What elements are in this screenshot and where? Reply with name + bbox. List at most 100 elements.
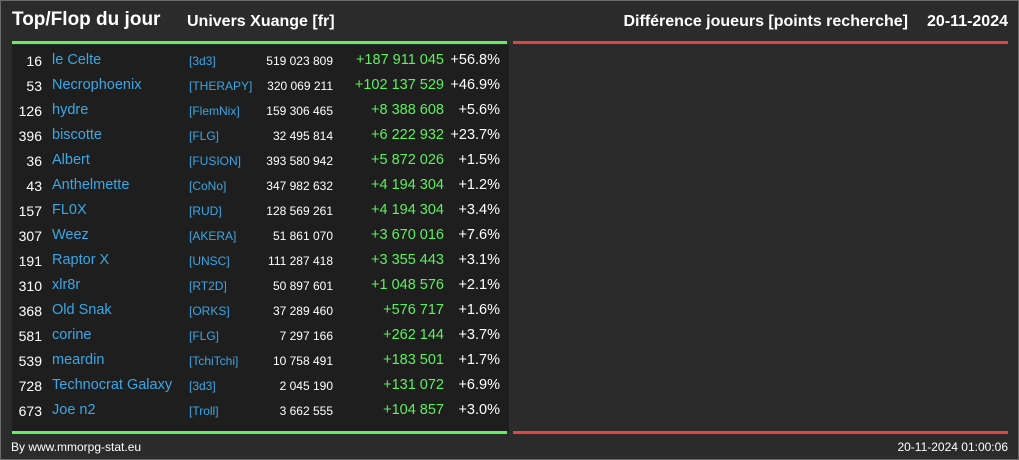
table-row[interactable]: 581 corine [FLG] 7 297 166 +262 144 +3.7… [12,323,509,348]
top-loss-divider [513,41,1008,44]
alliance-link[interactable]: [FlemNix] [189,104,240,118]
table-row[interactable]: 157 FL0X [RUD] 128 569 261 +4 194 304 +3… [12,198,509,223]
top-losers-panel [513,45,1008,431]
table-row[interactable]: 36 Albert [FUSION] 393 580 942 +5 872 02… [12,148,509,173]
table-row[interactable]: 307 Weez [AKERA] 51 861 070 +3 670 016 +… [12,223,509,248]
percent-cell: +3.4% [458,202,500,218]
alliance-link[interactable]: [UNSC] [189,254,230,268]
player-name-link[interactable]: biscotte [52,127,102,143]
alliance-link[interactable]: [CoNo] [189,179,227,193]
points-cell: 10 758 491 [272,354,333,368]
rank-cell: 310 [18,278,42,294]
player-name-link[interactable]: Necrophoenix [52,77,142,93]
player-name-link[interactable]: xlr8r [52,277,81,293]
percent-cell: +6.9% [458,377,500,393]
table-row[interactable]: 396 biscotte [FLG] 32 495 814 +6 222 932… [12,123,509,148]
percent-cell: +3.1% [458,252,500,268]
table-row[interactable]: 368 Old Snak [ORKS] 37 289 460 +576 717 … [12,298,509,323]
player-name-link[interactable]: meardin [52,352,105,368]
header: Top/Flop du jour Univers Xuange [fr] Dif… [1,1,1018,41]
player-name-link[interactable]: Weez [52,227,89,243]
difference-cell: +131 072 [383,377,444,393]
player-name-link[interactable]: Albert [52,152,90,168]
table-row[interactable]: 191 Raptor X [UNSC] 111 287 418 +3 355 4… [12,248,509,273]
points-cell: 37 289 460 [272,304,333,318]
alliance-link[interactable]: [3d3] [189,54,216,68]
rank-cell: 673 [18,403,42,419]
points-cell: 347 982 632 [266,179,333,193]
player-name-link[interactable]: Technocrat Galaxy [52,377,173,393]
player-name-link[interactable]: le Celte [52,52,102,68]
alliance-link[interactable]: [THERAPY] [189,79,253,93]
difference-cell: +102 137 529 [354,77,444,93]
table-row[interactable]: 43 Anthelmette [CoNo] 347 982 632 +4 194… [12,173,509,198]
alliance-link[interactable]: [Troll] [189,404,219,418]
alliance-link[interactable]: [RUD] [189,204,222,218]
percent-cell: +1.6% [458,302,500,318]
difference-cell: +104 857 [383,402,444,418]
difference-cell: +8 388 608 [371,102,444,118]
table-row[interactable]: 16 le Celte [3d3] 519 023 809 +187 911 0… [12,48,509,73]
table-row[interactable]: 728 Technocrat Galaxy [3d3] 2 045 190 +1… [12,373,509,398]
rank-cell: 36 [26,153,42,169]
percent-cell: +5.6% [458,102,500,118]
alliance-link[interactable]: [FLG] [189,329,220,343]
alliance-link[interactable]: [ORKS] [189,304,230,318]
rank-cell: 16 [26,53,42,69]
difference-cell: +6 222 932 [371,127,444,143]
difference-cell: +576 717 [383,302,444,318]
top-gainers-panel: 16 le Celte [3d3] 519 023 809 +187 911 0… [12,45,509,431]
bottom-loss-divider [513,431,1008,434]
table-row[interactable]: 126 hydre [FlemNix] 159 306 465 +8 388 6… [12,98,509,123]
points-cell: 111 287 418 [268,254,333,268]
percent-cell: +46.9% [450,77,500,93]
header-date: 20-11-2024 [927,13,1008,30]
rank-cell: 43 [26,178,42,194]
alliance-link[interactable]: [RT2D] [189,279,227,293]
page-title: Top/Flop du jour [12,9,161,30]
player-name-link[interactable]: FL0X [52,202,87,218]
percent-cell: +3.7% [458,327,500,343]
table-row[interactable]: 53 Necrophoenix [THERAPY] 320 069 211 +1… [12,73,509,98]
rank-cell: 53 [26,78,42,94]
footer-timestamp: 20-11-2024 01:00:06 [897,440,1008,454]
alliance-link[interactable]: [TchiTchi] [189,354,239,368]
player-name-link[interactable]: Anthelmette [52,177,130,193]
top-gainers-table: 16 le Celte [3d3] 519 023 809 +187 911 0… [12,48,509,423]
top-gain-divider [12,41,507,44]
points-cell: 519 023 809 [266,54,333,68]
rank-cell: 396 [18,128,42,144]
difference-cell: +1 048 576 [371,277,444,293]
table-row[interactable]: 310 xlr8r [RT2D] 50 897 601 +1 048 576 +… [12,273,509,298]
percent-cell: +56.8% [450,52,500,68]
difference-cell: +3 355 443 [371,252,444,268]
points-cell: 159 306 465 [266,104,333,118]
points-cell: 3 662 555 [279,404,333,418]
difference-cell: +183 501 [383,352,444,368]
percent-cell: +3.0% [458,402,500,418]
alliance-link[interactable]: [3d3] [189,379,216,393]
player-name-link[interactable]: corine [52,327,92,343]
points-cell: 50 897 601 [272,279,333,293]
points-cell: 393 580 942 [266,154,333,168]
player-name-link[interactable]: Raptor X [52,252,110,268]
rank-cell: 368 [18,303,42,319]
rank-cell: 539 [18,353,42,369]
alliance-link[interactable]: [FUSION] [189,154,242,168]
difference-cell: +4 194 304 [371,177,444,193]
player-name-link[interactable]: hydre [52,102,89,118]
alliance-link[interactable]: [FLG] [189,129,220,143]
difference-cell: +262 144 [383,327,444,343]
points-cell: 320 069 211 [267,79,333,93]
table-row[interactable]: 673 Joe n2 [Troll] 3 662 555 +104 857 +3… [12,398,509,423]
points-cell: 51 861 070 [272,229,333,243]
player-name-link[interactable]: Joe n2 [52,402,96,418]
table-row[interactable]: 539 meardin [TchiTchi] 10 758 491 +183 5… [12,348,509,373]
player-name-link[interactable]: Old Snak [52,302,112,318]
alliance-link[interactable]: [AKERA] [189,229,237,243]
difference-cell: +3 670 016 [371,227,444,243]
percent-cell: +2.1% [458,277,500,293]
points-cell: 7 297 166 [279,329,333,343]
rank-cell: 307 [18,228,42,244]
rank-cell: 126 [18,103,42,119]
